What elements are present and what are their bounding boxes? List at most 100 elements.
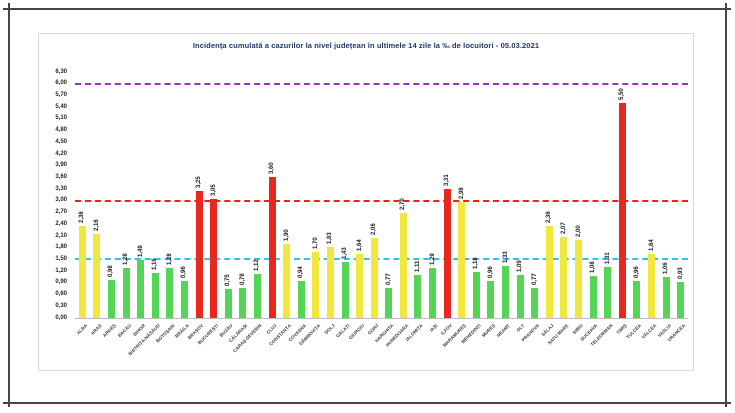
bar <box>429 267 437 318</box>
bar-value-label: 2,36 <box>546 211 553 223</box>
bar <box>224 288 232 318</box>
y-tick-label: 4,20 <box>55 150 67 157</box>
bar <box>356 253 364 318</box>
y-tick-label: 1,50 <box>55 255 67 262</box>
bar <box>560 237 568 318</box>
bar-value-label: 0,98 <box>108 265 115 277</box>
bar-value-label: 0,75 <box>225 274 232 286</box>
bar-value-label: 1,64 <box>648 239 655 251</box>
bar <box>531 287 539 318</box>
x-tick-label: GORJ <box>366 323 380 336</box>
bar <box>107 279 115 318</box>
bar <box>575 239 583 318</box>
y-tick-label: 4,50 <box>55 138 67 145</box>
bar <box>78 225 86 318</box>
bar-value-label: 3,25 <box>196 176 203 189</box>
y-tick-label: 0,90 <box>55 279 67 286</box>
bar <box>648 253 655 318</box>
page-border-right <box>725 3 727 407</box>
bar <box>312 251 320 318</box>
bar-value-label: 1,09 <box>517 260 524 273</box>
bar <box>297 281 305 318</box>
y-tick-label: 0,00 <box>55 314 67 321</box>
y-tick-label: 5,40 <box>55 103 67 110</box>
bar-value-label: 2,07 <box>560 222 567 235</box>
bar <box>589 275 597 318</box>
bar <box>516 275 524 318</box>
y-tick-label: 2,10 <box>55 232 67 239</box>
x-axis-line <box>75 318 688 319</box>
bar-value-label: 2,70 <box>400 197 407 210</box>
bar-value-label: 1,43 <box>342 247 348 260</box>
bar <box>268 177 276 318</box>
bar-value-label: 1,08 <box>590 261 597 273</box>
y-tick-label: 2,70 <box>55 209 67 216</box>
x-tick-label: MUREȘ <box>481 323 497 339</box>
bar-value-label: 2,36 <box>79 211 86 223</box>
bar <box>458 201 466 318</box>
bar-value-label: 1,18 <box>473 257 480 269</box>
bar <box>487 280 495 318</box>
bar-value-label: 0,77 <box>385 273 392 285</box>
x-tick-label: OLT <box>515 323 526 333</box>
bar <box>166 268 174 318</box>
y-tick-label: 3,90 <box>55 162 67 169</box>
y-tick-label: 3,60 <box>55 173 67 180</box>
y-tick-label: 6,00 <box>55 80 67 87</box>
bar <box>151 272 159 318</box>
bar <box>93 233 101 318</box>
bar-value-label: 1,28 <box>166 253 173 266</box>
bar <box>385 287 393 318</box>
bar-value-label: 1,11 <box>414 260 421 272</box>
y-tick-label: 4,80 <box>55 127 67 134</box>
bar-value-label: 1,12 <box>254 259 261 272</box>
bar <box>502 266 510 318</box>
bar-value-label: 3,60 <box>269 162 276 175</box>
y-tick-label: 3,00 <box>55 197 67 204</box>
bar <box>399 212 407 318</box>
reference-line-red-threshold <box>75 199 688 202</box>
y-tick-label: 1,20 <box>55 267 67 274</box>
bar-value-label: 0,96 <box>181 265 188 278</box>
y-tick-label: 0,60 <box>55 291 67 298</box>
page-border-bottom <box>3 402 731 404</box>
x-tick-label: ALBA <box>75 323 88 336</box>
x-tick-label: TIMIȘ <box>615 323 628 336</box>
y-tick-label: 0,30 <box>55 302 67 309</box>
bar-value-label: 1,90 <box>283 229 290 241</box>
x-tick-label: CARAȘ-SEVERIN <box>232 323 263 354</box>
bar <box>414 274 422 318</box>
bar-value-label: 0,94 <box>298 266 305 279</box>
y-tick-label: 5,10 <box>55 115 67 122</box>
bar <box>122 268 130 318</box>
bar-value-label: 2,06 <box>371 222 378 235</box>
bar <box>443 188 451 318</box>
bar-value-label: 0,77 <box>531 273 538 285</box>
x-tick-label: SIBIU <box>571 323 585 336</box>
bar-value-label: 1,83 <box>327 231 334 244</box>
bar <box>545 225 553 318</box>
bar <box>137 259 145 318</box>
x-tick-label: CLUJ <box>265 323 278 336</box>
bar-value-label: 1,28 <box>123 253 130 266</box>
y-tick-label: 5,70 <box>55 91 67 98</box>
x-tick-label: DOLJ <box>323 323 336 336</box>
x-tick-label: IAȘI <box>428 323 439 333</box>
chart-frame <box>38 33 694 371</box>
bar <box>326 246 334 318</box>
bar <box>633 280 641 318</box>
bar-value-label: 2,00 <box>575 225 582 237</box>
bar-value-label: 2,98 <box>458 186 465 199</box>
bar-value-label: 0,96 <box>633 265 640 278</box>
bar-value-label: 5,50 <box>619 88 626 101</box>
bar-value-label: 0,78 <box>239 272 246 285</box>
x-tick-label: NEAMȚ <box>496 323 512 339</box>
bar <box>618 103 626 318</box>
bar-value-label: 1,29 <box>429 252 436 265</box>
bar-value-label: 1,70 <box>312 236 319 249</box>
bar-value-label: 2,16 <box>93 218 100 231</box>
bar-value-label: 1,33 <box>502 251 509 264</box>
bar <box>283 243 291 318</box>
